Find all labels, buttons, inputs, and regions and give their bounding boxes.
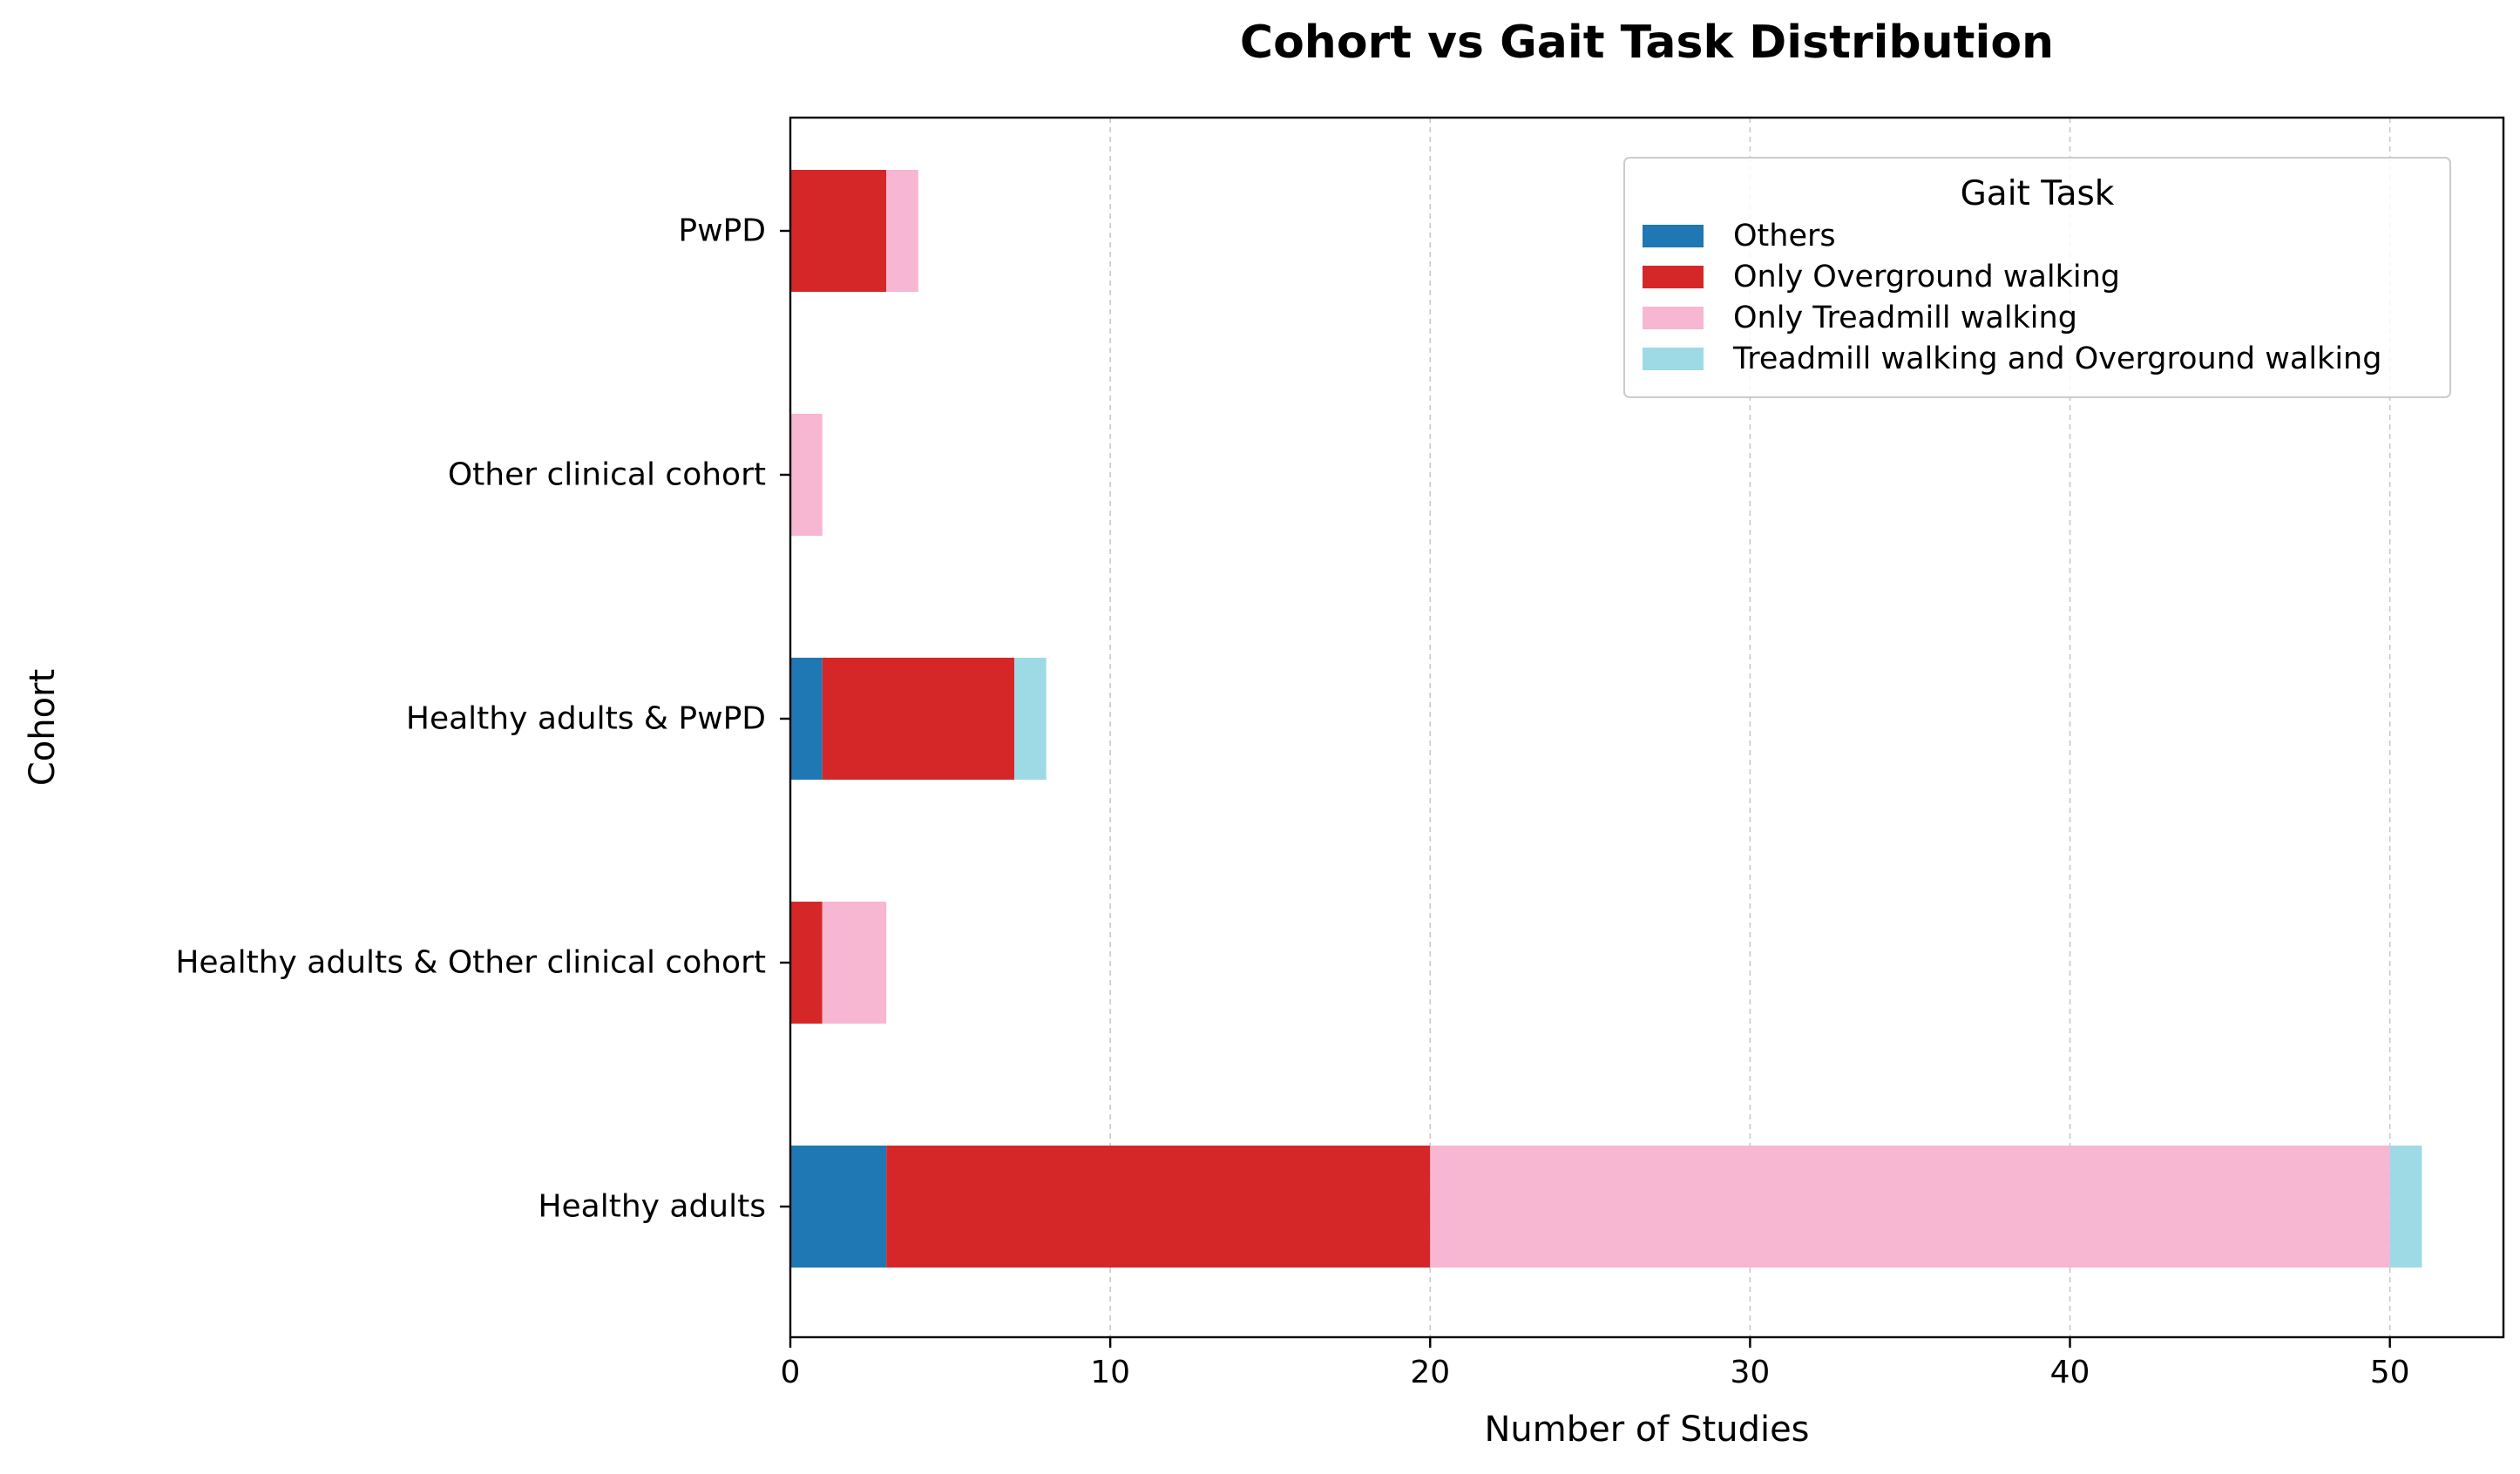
- legend-entries: Others Only Overground walking Only Treadm…: [1643, 219, 2381, 376]
- legend-label-treadmill-walking-and-overground-walking: Treadmill walking and Overground walking: [1732, 341, 2381, 376]
- x-tick-label: 40: [2050, 1355, 2090, 1390]
- x-tick-label: 10: [1090, 1355, 1130, 1390]
- bar-healthy-adults-other-clinical-cohort-only-treadmill-walking: [822, 902, 887, 1024]
- bar-healthy-adults-pwpd-only-overground-walking: [822, 658, 1014, 780]
- bars: [790, 170, 2422, 1268]
- x-tick-label: 0: [781, 1355, 801, 1390]
- y-axis-label: Cohort: [23, 669, 63, 786]
- legend-frame: [1623, 157, 2451, 398]
- x-tick-label: 20: [1410, 1355, 1450, 1390]
- bar-healthy-adults-treadmill-walking-and-overground-walking: [2389, 1146, 2422, 1268]
- legend-swatch-treadmill-walking-and-overground-walking: [1643, 348, 1704, 370]
- legend-swatch-others: [1643, 225, 1704, 247]
- y-tick-label: PwPD: [678, 213, 766, 249]
- plot-frame: [789, 116, 2505, 1339]
- axis-ticks: Healthy adults Healthy adults & Other cli…: [175, 213, 2409, 1391]
- bar-healthy-adults-pwpd-treadmill-walking-and-overground-walking: [1013, 658, 1047, 780]
- x-axis-label: Number of Studies: [1484, 1410, 1809, 1450]
- bar-pwpd-only-treadmill-walking: [886, 170, 918, 292]
- legend-label-others: Others: [1733, 219, 1836, 254]
- y-tick-label: Healthy adults & Other clinical cohort: [175, 945, 766, 981]
- bar-healthy-adults-other-clinical-cohort-only-overground-walking: [790, 902, 823, 1024]
- x-tick-label: 50: [2370, 1355, 2410, 1390]
- bar-healthy-adults-only-treadmill-walking: [1430, 1146, 2390, 1268]
- chart-title: Cohort vs Gait Task Distribution: [1240, 17, 2054, 69]
- y-tick-label: Healthy adults: [538, 1189, 766, 1225]
- legend-swatch-only-treadmill-walking: [1643, 307, 1704, 329]
- legend-title: Gait Task: [1961, 174, 2115, 213]
- legend-label-only-overground-walking: Only Overground walking: [1733, 260, 2120, 294]
- bar-healthy-adults-only-overground-walking: [886, 1146, 1431, 1268]
- legend-label-only-treadmill-walking: Only Treadmill walking: [1733, 301, 2077, 335]
- bar-pwpd-only-overground-walking: [790, 170, 887, 292]
- y-tick-label: Other clinical cohort: [448, 457, 766, 493]
- bar-other-clinical-cohort-only-treadmill-walking: [790, 414, 823, 536]
- bar-healthy-adults-pwpd-others: [790, 658, 823, 780]
- x-tick-label: 30: [1730, 1355, 1770, 1390]
- y-tick-label: Healthy adults & PwPD: [406, 701, 766, 737]
- legend-swatch-only-overground-walking: [1643, 266, 1704, 288]
- bar-healthy-adults-others: [790, 1146, 887, 1268]
